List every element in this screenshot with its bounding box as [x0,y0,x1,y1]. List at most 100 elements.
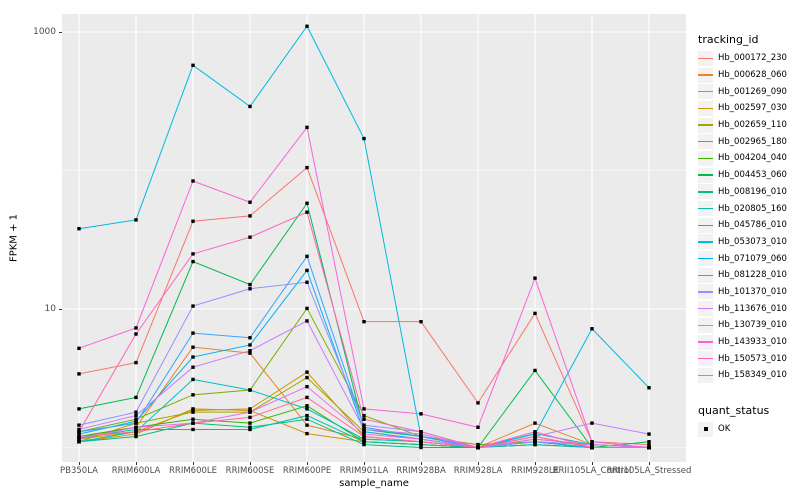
legend-item-label: Hb_002597_030 [718,103,787,114]
x-tick-mark [192,462,194,465]
data-point [248,287,252,291]
data-point [305,370,309,374]
data-point [305,210,309,214]
legend-item-label: Hb_053073_010 [718,236,787,247]
data-point [362,427,366,432]
data-point [191,219,195,223]
data-point [533,421,537,425]
legend-item: Hb_000628_060 [698,67,787,84]
legend-item-label: Hb_000628_060 [718,70,787,81]
data-point [647,386,651,390]
legend-key-line-icon [698,167,713,183]
legend-key-line-icon [698,100,713,116]
data-point [419,440,423,444]
data-point [77,372,81,376]
data-point [533,437,537,441]
legend-item-label: Hb_081228_010 [718,270,787,281]
data-point [248,200,252,204]
data-point [191,345,195,349]
plot-panel [62,14,686,462]
data-point [134,432,138,436]
legend-key-line-icon [698,134,713,150]
legend-item: Hb_150573_010 [698,350,787,367]
data-point [362,425,366,429]
data-point [77,430,81,434]
legend-item: Hb_004453_060 [698,167,787,184]
data-point [134,419,138,423]
x-axis-title: sample_name [339,478,409,489]
legend-item-label: Hb_004453_060 [718,170,787,181]
legend-item-label: Hb_020805_160 [718,203,787,214]
data-point [77,437,81,441]
y-tick-label-1000: 1000 [33,27,56,37]
data-point [248,343,252,347]
legend-item: Hb_001269_090 [698,83,787,100]
data-point [533,276,537,280]
data-point [191,179,195,183]
y-tick-mark [59,31,62,33]
x-tick-label: RRIM600SE [225,466,275,476]
data-point [305,125,309,130]
legend-item: Hb_020805_160 [698,200,787,217]
x-tick-label: PB350LA [60,466,98,476]
data-point [248,351,252,355]
data-point [248,421,252,425]
x-tick-label: RRIM600LA [111,466,161,476]
data-point [647,445,651,450]
data-point [248,336,252,340]
legend-key-line-icon [698,67,713,83]
data-point [191,377,195,382]
data-point [305,423,309,427]
data-point [419,430,423,434]
legend-key-line-icon [698,217,713,233]
data-point [134,427,138,432]
data-point [305,254,309,259]
data-point [191,252,195,256]
data-point [305,24,309,28]
data-point [191,355,195,359]
x-tick-label: RRIM600LE [169,466,217,476]
data-point [362,413,366,418]
data-point [647,432,651,436]
legend-key-line-icon [698,334,713,350]
data-point [191,421,195,425]
data-point [191,365,195,369]
data-point [305,375,309,380]
legend: tracking_id Hb_000172_230 Hb_000628_060 Hb… [694,0,800,500]
data-point [134,430,138,434]
legend-key-line-icon [698,201,713,217]
data-point [362,430,366,434]
legend-item: Hb_071079_060 [698,250,787,267]
data-point [590,445,594,450]
data-point [533,430,537,434]
data-point [77,427,81,432]
legend-title-tracking-id: tracking_id [698,33,759,46]
data-point [305,404,309,408]
legend-item-label: Hb_130739_010 [718,320,787,331]
data-point [362,407,366,411]
legend-item-label: Hb_002965_180 [718,136,787,147]
legend-item-label: Hb_000172_230 [718,53,787,64]
legend-item: Hb_002597_030 [698,100,787,117]
legend-item-label: Hb_113676_010 [718,303,787,314]
data-point [305,280,309,284]
data-point [362,432,366,436]
data-point [533,432,537,436]
data-point [248,415,252,420]
data-point [191,63,195,67]
legend-item: Hb_004204_040 [698,150,787,167]
legend-key-line-icon [698,367,713,383]
data-point [134,425,138,429]
data-point [305,431,309,436]
data-point [533,368,537,373]
data-point [476,425,480,429]
x-tick-mark [648,462,650,465]
x-tick-label: RRII105LA_Control [552,466,632,476]
legend-key-line-icon [698,351,713,367]
data-point [191,417,195,421]
legend-item-label: Hb_150573_010 [718,353,787,364]
data-point [647,442,651,447]
x-tick-mark [534,462,536,465]
data-point [191,259,195,264]
